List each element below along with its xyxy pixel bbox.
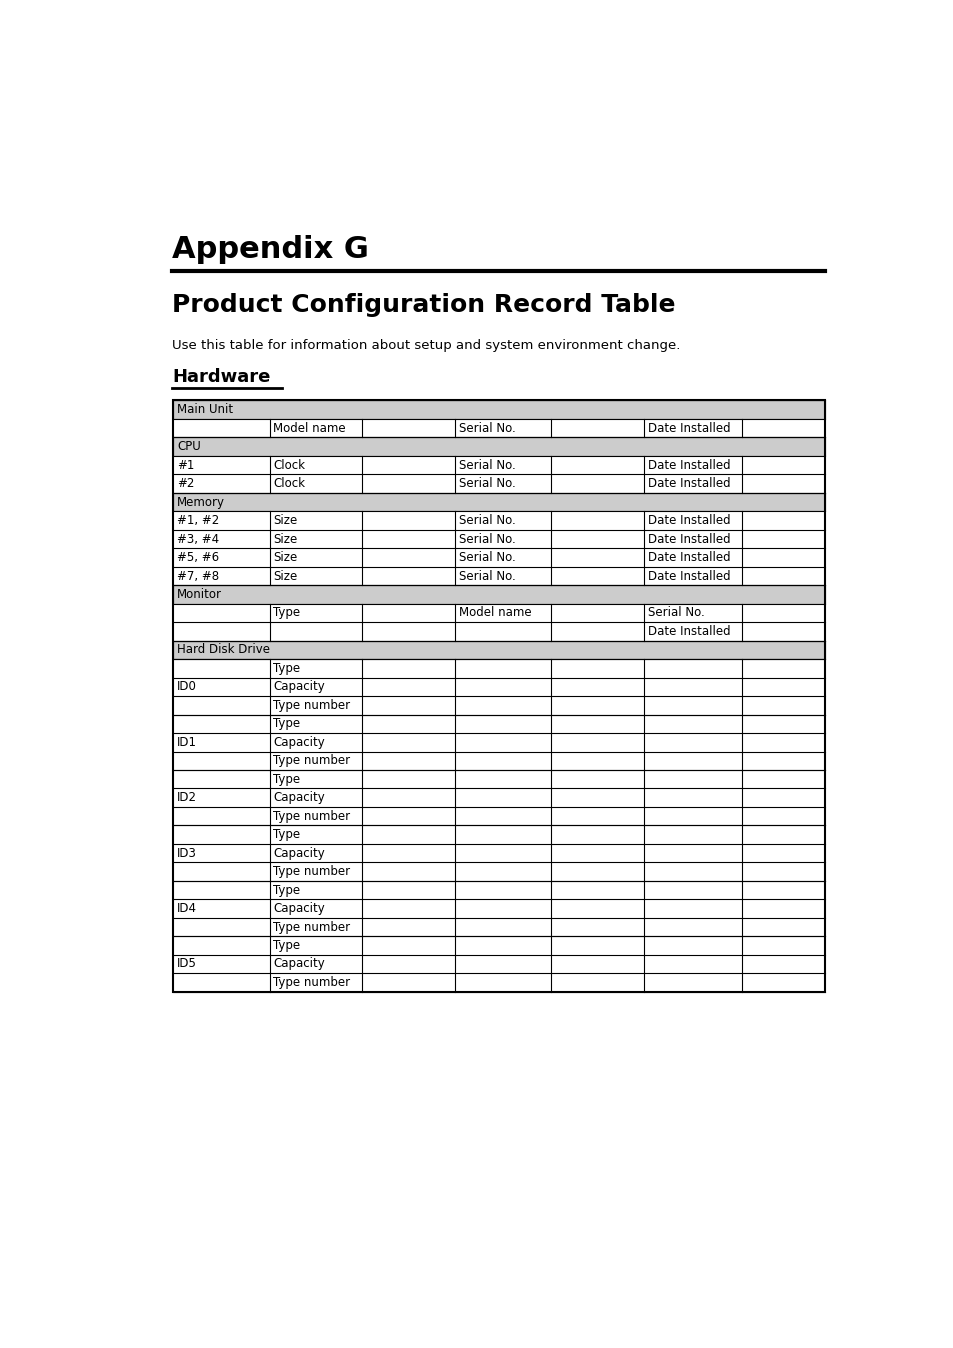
Text: Type number: Type number (274, 976, 350, 989)
Text: Type: Type (274, 662, 300, 675)
Bar (173, 918, 824, 937)
Bar (173, 973, 824, 992)
Bar (173, 752, 824, 770)
Text: ID4: ID4 (176, 902, 196, 915)
Text: Type number: Type number (274, 698, 350, 712)
Text: Serial No.: Serial No. (458, 477, 515, 491)
Text: Product Configuration Record Table: Product Configuration Record Table (172, 293, 676, 317)
Text: #1: #1 (176, 458, 194, 472)
Bar (173, 954, 824, 973)
Bar (173, 678, 824, 696)
Text: Date Installed: Date Installed (647, 458, 730, 472)
Text: Clock: Clock (274, 477, 305, 491)
Bar (173, 863, 824, 880)
Bar (173, 438, 824, 456)
Text: Capacity: Capacity (274, 847, 325, 860)
Bar (173, 419, 824, 438)
Text: Model name: Model name (458, 607, 531, 620)
Text: Type number: Type number (274, 865, 350, 878)
Text: ID3: ID3 (176, 847, 196, 860)
Bar (173, 549, 824, 566)
Text: CPU: CPU (176, 441, 200, 453)
Bar (173, 623, 824, 640)
Text: Serial No.: Serial No. (458, 458, 515, 472)
Text: Date Installed: Date Installed (647, 514, 730, 527)
Text: Date Installed: Date Installed (647, 551, 730, 563)
Bar (173, 566, 824, 585)
Text: Serial No.: Serial No. (647, 607, 703, 620)
Text: Capacity: Capacity (274, 736, 325, 748)
Text: Capacity: Capacity (274, 902, 325, 915)
Text: Date Installed: Date Installed (647, 625, 730, 638)
Bar (173, 604, 824, 623)
Bar (173, 585, 824, 604)
Text: Size: Size (274, 514, 297, 527)
Text: Type: Type (274, 883, 300, 896)
Bar (173, 493, 824, 511)
Text: Model name: Model name (274, 422, 346, 434)
Text: Capacity: Capacity (274, 957, 325, 971)
Text: Memory: Memory (176, 496, 225, 508)
Text: ID5: ID5 (176, 957, 196, 971)
Bar (173, 400, 824, 419)
Text: Date Installed: Date Installed (647, 532, 730, 546)
Text: Serial No.: Serial No. (458, 569, 515, 582)
Text: Type: Type (274, 607, 300, 620)
Text: ID1: ID1 (176, 736, 196, 748)
Bar (173, 640, 824, 659)
Text: Hard Disk Drive: Hard Disk Drive (176, 643, 270, 656)
Text: Hardware: Hardware (172, 368, 271, 386)
Bar (173, 789, 824, 807)
Bar (173, 937, 824, 954)
Bar (173, 807, 824, 825)
Bar (173, 456, 824, 474)
Text: #1, #2: #1, #2 (176, 514, 219, 527)
Bar (173, 899, 824, 918)
Bar (173, 880, 824, 899)
Text: ID0: ID0 (176, 681, 196, 693)
Text: #3, #4: #3, #4 (176, 532, 219, 546)
Text: Size: Size (274, 569, 297, 582)
Bar (173, 714, 824, 733)
Text: #5, #6: #5, #6 (176, 551, 219, 563)
Text: Date Installed: Date Installed (647, 569, 730, 582)
Text: Serial No.: Serial No. (458, 551, 515, 563)
Text: Serial No.: Serial No. (458, 514, 515, 527)
Bar (173, 844, 824, 863)
Bar (173, 770, 824, 789)
Bar (173, 659, 824, 678)
Text: Monitor: Monitor (176, 588, 222, 601)
Text: #7, #8: #7, #8 (176, 569, 219, 582)
Text: Date Installed: Date Installed (647, 477, 730, 491)
Bar (173, 400, 824, 992)
Bar (173, 474, 824, 493)
Bar (173, 530, 824, 549)
Text: ID2: ID2 (176, 791, 196, 805)
Text: Type number: Type number (274, 755, 350, 767)
Text: Type number: Type number (274, 810, 350, 822)
Text: Date Installed: Date Installed (647, 422, 730, 434)
Text: Capacity: Capacity (274, 681, 325, 693)
Text: Main Unit: Main Unit (176, 403, 233, 417)
Text: Appendix G: Appendix G (172, 236, 369, 264)
Text: Size: Size (274, 532, 297, 546)
Text: Capacity: Capacity (274, 791, 325, 805)
Text: Serial No.: Serial No. (458, 422, 515, 434)
Bar (173, 511, 824, 530)
Text: Use this table for information about setup and system environment change.: Use this table for information about set… (172, 338, 680, 352)
Text: Serial No.: Serial No. (458, 532, 515, 546)
Bar (173, 696, 824, 714)
Text: Clock: Clock (274, 458, 305, 472)
Bar (173, 825, 824, 844)
Text: Size: Size (274, 551, 297, 563)
Bar (173, 733, 824, 752)
Text: Type: Type (274, 772, 300, 786)
Text: #2: #2 (176, 477, 194, 491)
Text: Type number: Type number (274, 921, 350, 934)
Text: Type: Type (274, 940, 300, 952)
Text: Type: Type (274, 828, 300, 841)
Text: Type: Type (274, 717, 300, 731)
